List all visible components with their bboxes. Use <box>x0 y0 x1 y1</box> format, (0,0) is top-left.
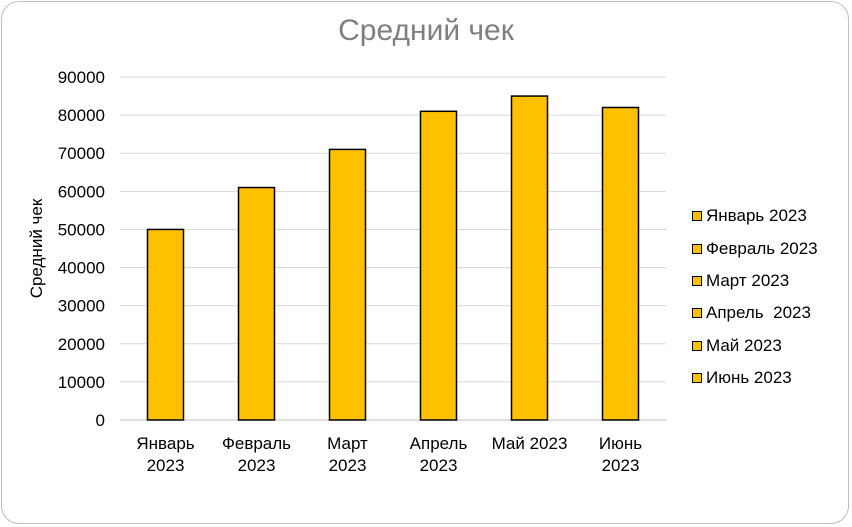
legend-swatch <box>692 275 702 286</box>
legend-swatch <box>692 340 702 351</box>
y-tick-label: 90000 <box>58 68 105 87</box>
legend-item: Июнь 2023 <box>692 362 818 394</box>
y-tick-label: 70000 <box>58 144 105 163</box>
chart-legend: Январь 2023 Февраль 2023 Март 2023 Апрель 2… <box>692 200 818 394</box>
legend-swatch <box>692 373 702 384</box>
legend-item: Март 2023 <box>692 265 818 297</box>
bar <box>146 228 185 421</box>
x-tick-label: Апрель 2023 <box>410 434 468 475</box>
legend-swatch <box>692 308 702 319</box>
y-tick-label: 30000 <box>58 297 105 316</box>
y-tick-label: 0 <box>96 411 105 430</box>
y-tick-label: 60000 <box>58 182 105 201</box>
y-tick-label: 80000 <box>58 106 105 125</box>
bar <box>510 95 549 421</box>
y-tick-label: 40000 <box>58 259 105 278</box>
legend-label: Июнь 2023 <box>706 368 792 388</box>
legend-label: Апрель 2023 <box>706 303 811 323</box>
x-tick-label: Январь 2023 <box>136 434 194 475</box>
bar <box>419 110 458 421</box>
bar <box>328 148 367 421</box>
x-tick-label: Май 2023 <box>492 434 568 453</box>
legend-swatch <box>692 243 702 254</box>
legend-item: Февраль 2023 <box>692 232 818 264</box>
x-tick-label: Февраль 2023 <box>222 434 291 475</box>
y-tick-label: 50000 <box>58 220 105 239</box>
legend-swatch <box>692 211 702 222</box>
y-tick-label: 10000 <box>58 373 105 392</box>
legend-item: Январь 2023 <box>692 200 818 232</box>
legend-label: Март 2023 <box>706 270 790 290</box>
chart-title: Средний чек <box>338 14 514 47</box>
x-tick-label: Июнь 2023 <box>599 434 642 475</box>
legend-label: Январь 2023 <box>706 206 807 226</box>
y-tick-label: 20000 <box>58 335 105 354</box>
legend-item: Апрель 2023 <box>692 297 818 329</box>
legend-label: Февраль 2023 <box>706 238 818 258</box>
x-tick-label: Март 2023 <box>327 434 368 475</box>
bar <box>237 186 276 421</box>
legend-item: Май 2023 <box>692 330 818 362</box>
legend-label: Май 2023 <box>706 335 782 355</box>
bar <box>601 106 640 421</box>
y-axis-title: Средний чек <box>27 198 46 298</box>
